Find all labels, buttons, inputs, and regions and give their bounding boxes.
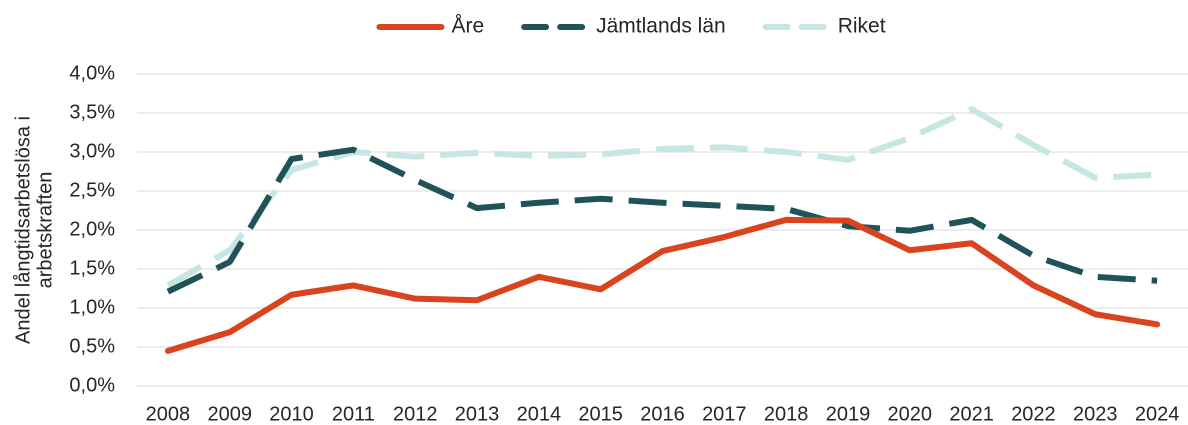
x-tick-label: 2013 [455,403,500,425]
x-tick-label: 2019 [826,403,871,425]
y-axis-label: Andel långtidsarbetslösa i arbetskraften [12,116,56,344]
x-tick-label: 2014 [517,403,562,425]
y-axis-label-line: Andel långtidsarbetslösa i [12,116,34,344]
x-tick-label: 2012 [393,403,438,425]
legend: Åre Jämtlands län Riket [376,15,886,38]
x-tick-label: 2015 [578,403,623,425]
y-tick-label: 0,5% [69,335,115,357]
x-tick-label: 2022 [1011,403,1056,425]
x-tick-label: 2020 [888,403,933,425]
y-tick-label: 3,5% [69,101,115,123]
y-tick-label: 3,0% [69,140,115,162]
y-tick-label: 2,5% [69,179,115,201]
legend-label: Jämtlands län [596,15,726,38]
legend-label: Riket [838,15,886,38]
x-tick-label: 2021 [949,403,994,425]
x-tick-label: 2018 [764,403,809,425]
x-tick-label: 2009 [207,403,252,425]
line-series [164,216,1161,354]
x-tick-label: 2008 [146,403,191,425]
y-tick-label: 1,0% [69,296,115,318]
y-tick-label: 4,0% [69,62,115,84]
y-tick-label: 2,0% [69,218,115,240]
x-tick-label: 2017 [702,403,747,425]
y-tick-label: 0,0% [69,374,115,396]
x-tick-label: 2010 [269,403,314,425]
y-tick-label: 1,5% [69,257,115,279]
x-tick-label: 2011 [332,403,375,425]
line-series [166,106,1158,288]
x-tick-label: 2023 [1073,403,1118,425]
y-axis-label-line: arbetskraften [34,172,56,289]
legend-label: Åre [451,15,484,38]
x-tick-label: 2016 [640,403,685,425]
line-series [166,146,1158,295]
x-tick-label: 2024 [1135,403,1180,425]
